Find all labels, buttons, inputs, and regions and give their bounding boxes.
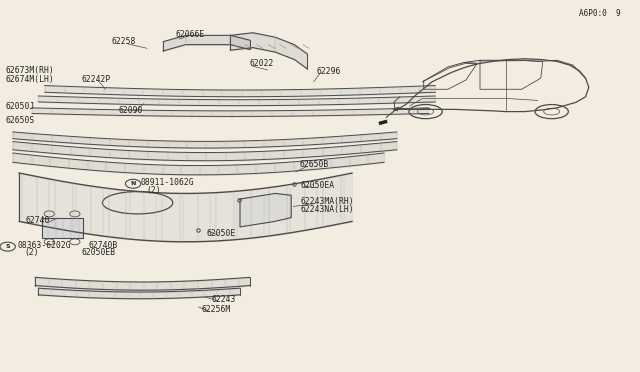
Text: 62296: 62296 <box>317 67 341 76</box>
Polygon shape <box>240 193 291 227</box>
Bar <box>42 218 83 238</box>
Text: N: N <box>131 181 136 186</box>
Text: 62050EA: 62050EA <box>301 182 335 190</box>
Text: 62673M(RH): 62673M(RH) <box>5 66 54 75</box>
Text: 62242P: 62242P <box>82 76 111 84</box>
Text: 62022: 62022 <box>250 60 274 68</box>
Text: 08911-1062G: 08911-1062G <box>141 178 195 187</box>
Text: 62243: 62243 <box>211 295 236 304</box>
Text: (2): (2) <box>24 248 39 257</box>
Text: 62050J: 62050J <box>5 102 35 111</box>
Text: 62740B: 62740B <box>88 241 118 250</box>
Text: 62740: 62740 <box>26 216 50 225</box>
Text: 08363-6202G: 08363-6202G <box>18 241 72 250</box>
Text: A6P0:0  9: A6P0:0 9 <box>579 9 621 17</box>
Text: 62650B: 62650B <box>300 160 329 169</box>
Text: 62243NA(LH): 62243NA(LH) <box>301 205 355 214</box>
Text: 62674M(LH): 62674M(LH) <box>5 76 54 84</box>
Text: S: S <box>5 244 10 249</box>
Text: 62256M: 62256M <box>202 305 231 314</box>
Text: 62650S: 62650S <box>5 116 35 125</box>
Text: 62258: 62258 <box>112 37 136 46</box>
Text: 62243MA(RH): 62243MA(RH) <box>301 197 355 206</box>
Text: 62090: 62090 <box>118 106 143 115</box>
Text: 62050E: 62050E <box>207 229 236 238</box>
Text: (2): (2) <box>146 186 161 195</box>
Text: 62050EB: 62050EB <box>82 248 116 257</box>
Text: 62066E: 62066E <box>176 30 205 39</box>
